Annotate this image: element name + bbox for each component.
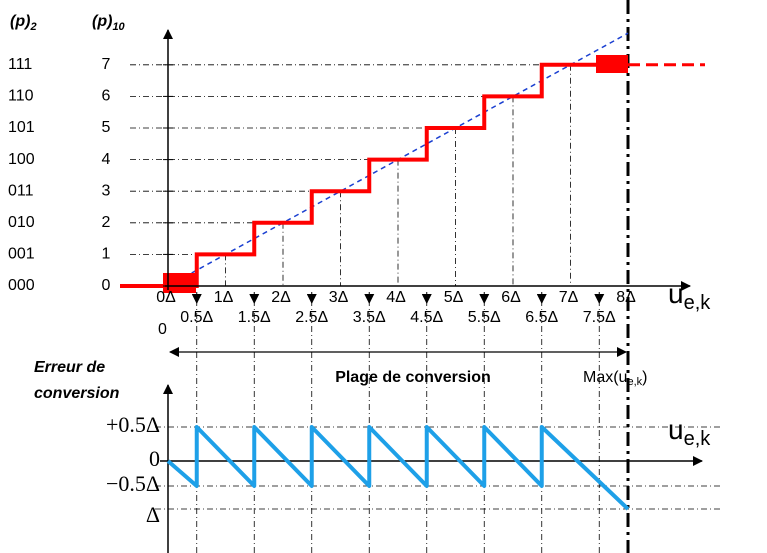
- binary-label: 011: [8, 182, 34, 199]
- x-axis-label: ue,k: [668, 278, 711, 314]
- x-half-label: 0.5Δ: [180, 309, 213, 326]
- x-label: 4Δ: [386, 289, 406, 306]
- error-title: conversion: [34, 385, 120, 402]
- range-label: Plage de conversion: [335, 369, 491, 386]
- x-half-label: 1.5Δ: [238, 309, 271, 326]
- decimal-label: 2: [102, 214, 111, 231]
- x-half-label: 7.5Δ: [583, 309, 616, 326]
- x-label: 8Δ: [616, 289, 636, 306]
- decimal-label: 7: [102, 56, 111, 73]
- decimal-label: 5: [102, 119, 111, 136]
- error-label: +0.5Δ: [106, 412, 160, 437]
- binary-label: 010: [8, 214, 35, 231]
- binary-label: 110: [8, 88, 34, 105]
- x-half-label: 2.5Δ: [295, 309, 328, 326]
- decimal-label: 4: [102, 151, 111, 168]
- x-label: 1Δ: [214, 289, 234, 306]
- x-half-label: 6.5Δ: [525, 309, 558, 326]
- end-block: [163, 273, 196, 293]
- x-label: 0Δ: [156, 289, 176, 306]
- x-half-label: 5.5Δ: [468, 309, 501, 326]
- error-title: Erreur de: [34, 359, 105, 376]
- error-label: Δ: [146, 502, 160, 527]
- x-label: 5Δ: [444, 289, 464, 306]
- error-axis-label: ue,k: [668, 414, 711, 450]
- binary-axis-title: (p)2: [10, 13, 37, 33]
- x-label: 2Δ: [271, 289, 291, 306]
- x-half-label: 3.5Δ: [353, 309, 386, 326]
- x-label: 6Δ: [501, 289, 521, 306]
- decimal-label: 0: [102, 277, 111, 294]
- max-label: Max(ue,k): [583, 369, 647, 388]
- binary-label: 100: [8, 151, 35, 168]
- decimal-label: 3: [102, 182, 111, 199]
- error-label: 0: [149, 446, 160, 471]
- error-curve: [166, 425, 630, 511]
- x-half-label: 4.5Δ: [410, 309, 443, 326]
- origin-label: 0: [158, 321, 167, 338]
- decimal-label: 6: [102, 88, 111, 105]
- end-block: [596, 55, 628, 73]
- decimal-label: 1: [102, 246, 111, 263]
- binary-label: 001: [8, 246, 35, 263]
- x-label: 3Δ: [329, 289, 349, 306]
- binary-label: 101: [8, 119, 35, 136]
- decimal-axis-title: (p)10: [92, 13, 126, 33]
- x-label: 7Δ: [559, 289, 579, 306]
- binary-label: 111: [8, 56, 32, 73]
- staircase: [120, 62, 628, 288]
- binary-label: 000: [8, 277, 35, 294]
- error-label: −0.5Δ: [106, 471, 160, 496]
